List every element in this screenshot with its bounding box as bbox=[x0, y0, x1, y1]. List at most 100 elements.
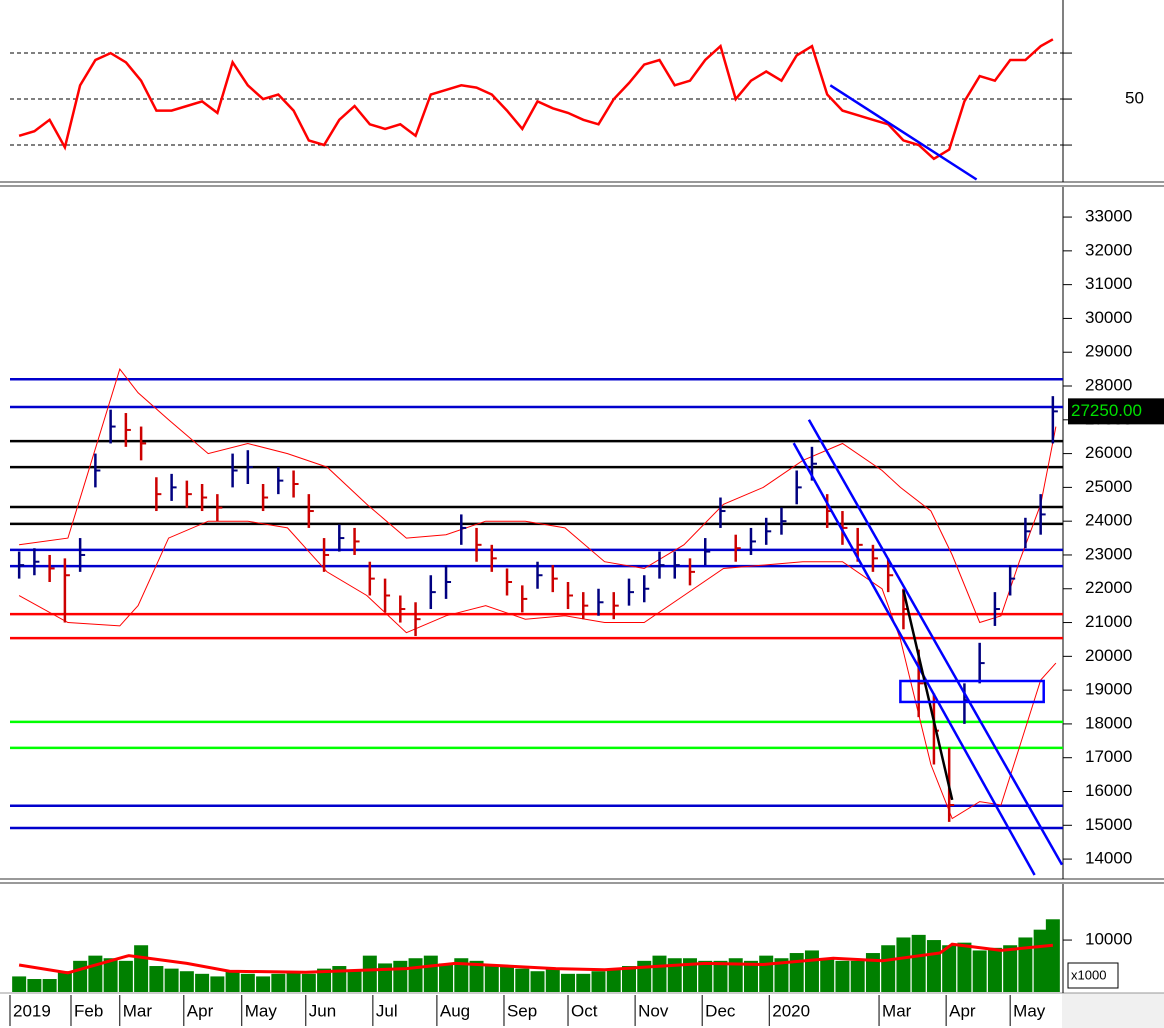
volume-bar bbox=[987, 947, 1002, 992]
y-tick-label: 17000 bbox=[1085, 747, 1132, 766]
volume-bar bbox=[881, 945, 896, 992]
volume-bar bbox=[256, 976, 271, 992]
x-tick-label: Mar bbox=[123, 1001, 153, 1020]
y-tick-label: 26000 bbox=[1085, 443, 1132, 462]
y-tick-label: 32000 bbox=[1085, 240, 1132, 259]
volume-bar bbox=[57, 971, 72, 992]
volume-bar bbox=[942, 945, 957, 992]
volume-bar bbox=[545, 968, 560, 992]
zone-box bbox=[899, 679, 1045, 704]
x-tick-label: 2019 bbox=[13, 1001, 51, 1020]
volume-bar bbox=[896, 937, 911, 992]
volume-bar bbox=[423, 955, 438, 992]
x-tick-label: 2020 bbox=[772, 1001, 810, 1020]
volume-bar bbox=[957, 942, 972, 992]
y-tick-label: 20000 bbox=[1085, 646, 1132, 665]
last-price-box bbox=[1068, 398, 1164, 425]
volume-bar bbox=[42, 979, 57, 992]
volume-bar bbox=[850, 960, 865, 992]
y-tick-label: 30000 bbox=[1085, 308, 1132, 327]
y-tick-label: 21000 bbox=[1085, 612, 1132, 631]
volume-bar bbox=[804, 950, 819, 992]
bollinger-band bbox=[18, 520, 1057, 820]
volume-bar bbox=[667, 958, 682, 992]
y-tick-label: 10000 bbox=[1085, 930, 1132, 949]
volume-bar bbox=[271, 973, 286, 992]
y-tick-label: 14000 bbox=[1085, 849, 1132, 868]
x-tick-label: May bbox=[245, 1001, 278, 1020]
trendline bbox=[792, 442, 1036, 876]
volume-bar bbox=[972, 950, 987, 992]
y-tick-label: 15000 bbox=[1085, 815, 1132, 834]
trendline bbox=[829, 84, 978, 181]
y-tick-label: 23000 bbox=[1085, 544, 1132, 563]
volume-bar bbox=[743, 960, 758, 992]
volume-bar bbox=[469, 960, 484, 992]
unit-box bbox=[1067, 962, 1119, 989]
y-tick-label: 25000 bbox=[1085, 477, 1132, 496]
volume-bar bbox=[27, 979, 42, 992]
x-tick-label: May bbox=[1013, 1001, 1046, 1020]
x-tick-label: Aug bbox=[440, 1001, 470, 1020]
volume-bar bbox=[820, 958, 835, 992]
volume-bar bbox=[408, 958, 423, 992]
volume-bar bbox=[195, 973, 210, 992]
volume-bar bbox=[789, 953, 804, 992]
volume-bar bbox=[1033, 929, 1048, 992]
volume-bar bbox=[179, 971, 194, 992]
volume-bar bbox=[1018, 937, 1033, 992]
y-tick-label: 33000 bbox=[1085, 207, 1132, 226]
volume-bar bbox=[225, 971, 240, 992]
volume-ma bbox=[18, 942, 1054, 975]
x-tick-label: Oct bbox=[571, 1001, 598, 1020]
volume-bar bbox=[576, 973, 591, 992]
volume-bar bbox=[88, 955, 103, 992]
volume-bar bbox=[682, 958, 697, 992]
x-tick-label: Nov bbox=[638, 1001, 669, 1020]
rsi-line bbox=[18, 38, 1054, 161]
volume-bar bbox=[73, 960, 88, 992]
volume-bar bbox=[713, 960, 728, 992]
volume-bar bbox=[393, 960, 408, 992]
volume-bar bbox=[865, 953, 880, 992]
x-tick-label: Apr bbox=[949, 1001, 976, 1020]
volume-bar bbox=[698, 960, 713, 992]
volume-bar bbox=[301, 973, 316, 992]
volume-bar bbox=[149, 966, 164, 992]
volume-bar bbox=[103, 958, 118, 992]
volume-bar bbox=[774, 958, 789, 992]
volume-bar bbox=[728, 958, 743, 992]
x-tick-label: Jun bbox=[309, 1001, 336, 1020]
volume-bar bbox=[835, 960, 850, 992]
volume-bar bbox=[652, 955, 667, 992]
volume-bar bbox=[911, 934, 926, 992]
volume-bar bbox=[484, 966, 499, 992]
volume-bar bbox=[1003, 945, 1018, 992]
volume-bar bbox=[362, 955, 377, 992]
x-tick-label: Mar bbox=[882, 1001, 912, 1020]
x-tick-label: Sep bbox=[507, 1001, 537, 1020]
volume-bar bbox=[622, 966, 637, 992]
unit-label: x1000 bbox=[1071, 967, 1106, 982]
volume-bar bbox=[500, 966, 515, 992]
y-tick-label: 22000 bbox=[1085, 578, 1132, 597]
volume-bar bbox=[515, 968, 530, 992]
y-tick-label: 29000 bbox=[1085, 342, 1132, 361]
x-tick-label: Feb bbox=[74, 1001, 103, 1020]
volume-bar bbox=[118, 960, 133, 992]
x-tick-label: Dec bbox=[705, 1001, 736, 1020]
volume-bar bbox=[926, 940, 941, 992]
y-tick-label: 50 bbox=[1125, 89, 1144, 108]
volume-bar bbox=[210, 976, 225, 992]
trendline bbox=[902, 589, 954, 801]
volume-bar bbox=[530, 971, 545, 992]
volume-bar bbox=[240, 973, 255, 992]
volume-bar bbox=[317, 968, 332, 992]
y-tick-label: 18000 bbox=[1085, 713, 1132, 732]
volume-bar bbox=[347, 971, 362, 992]
volume-bar bbox=[286, 971, 301, 992]
y-tick-label: 24000 bbox=[1085, 511, 1132, 530]
volume-bar bbox=[591, 971, 606, 992]
